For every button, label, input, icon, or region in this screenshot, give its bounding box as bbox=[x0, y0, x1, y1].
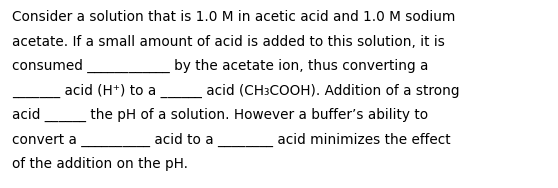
Text: Consider a solution that is 1.0 M in acetic acid and 1.0 M sodium: Consider a solution that is 1.0 M in ace… bbox=[12, 10, 455, 24]
Text: consumed ____________ by the acetate ion, thus converting a: consumed ____________ by the acetate ion… bbox=[12, 59, 429, 73]
Text: _______ acid (H⁺) to a ______ acid (CH₃COOH). Addition of a strong: _______ acid (H⁺) to a ______ acid (CH₃C… bbox=[12, 83, 459, 98]
Text: of the addition on the pH.: of the addition on the pH. bbox=[12, 157, 188, 171]
Text: convert a __________ acid to a ________ acid minimizes the effect: convert a __________ acid to a ________ … bbox=[12, 133, 451, 147]
Text: acetate. If a small amount of acid is added to this solution, it is: acetate. If a small amount of acid is ad… bbox=[12, 35, 445, 49]
Text: acid ______ the pH of a solution. However a buffer’s ability to: acid ______ the pH of a solution. Howeve… bbox=[12, 108, 428, 122]
